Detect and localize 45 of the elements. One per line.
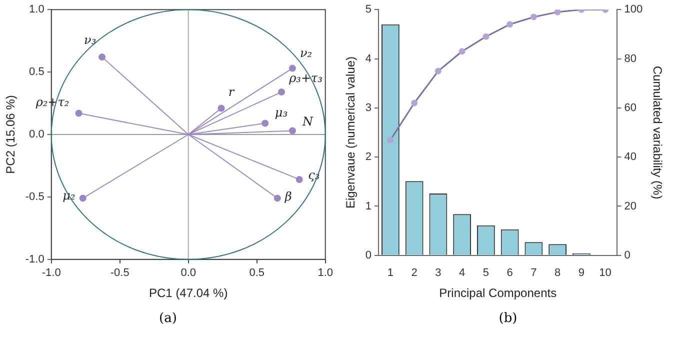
y-tick-label: -0.5	[25, 190, 44, 203]
text: (a)	[158, 311, 178, 326]
y-tick-label: 3	[365, 102, 372, 114]
y-tick-label: 1	[365, 200, 372, 212]
x-tick-label: 9	[578, 267, 584, 280]
y-tick-label: 0	[365, 249, 372, 262]
y-axis-title: PC2 (15.06 %)	[4, 95, 18, 174]
x-tick-label: 4	[459, 267, 466, 280]
y2-tick-label: 100	[624, 4, 643, 16]
annotation: μ₃	[274, 106, 288, 120]
y-tick-label: 1.0	[29, 4, 44, 16]
x-tick-label: 0.0	[180, 267, 196, 280]
y-tick-label: 4	[365, 52, 372, 65]
x-tick-label: -0.5	[110, 267, 130, 280]
y-tick-label: 0.5	[29, 66, 44, 78]
annotation: ν₃	[84, 33, 96, 48]
y-tick-label: 2	[365, 151, 372, 164]
x-tick-label: 2	[411, 267, 418, 280]
y2-tick-label: 0	[624, 249, 630, 262]
annotation: r	[228, 84, 236, 99]
x-tick-label: 0.5	[249, 267, 265, 280]
y-tick-label: 0.0	[29, 128, 44, 141]
x-tick-label: 7	[530, 267, 537, 280]
x-tick-label: 1	[387, 267, 394, 280]
y-axis-title: Eigenvaue (numerical value)	[344, 56, 358, 209]
y2-tick-label: 60	[624, 102, 636, 114]
annotation: N	[301, 114, 314, 128]
y2-tick-label: 20	[624, 200, 636, 212]
y-tick-label: -1.0	[25, 253, 44, 266]
x-tick-label: 5	[482, 267, 490, 280]
x-tick-label: 6	[506, 267, 513, 280]
x-axis-title: Principal Components	[439, 286, 557, 300]
y2-tick-label: 80	[624, 52, 636, 65]
y-tick-label: 5	[365, 4, 372, 16]
text: (b)	[498, 311, 518, 326]
x-axis-title: PC1 (47.04 %)	[149, 286, 228, 300]
x-tick-label: 8	[554, 267, 561, 280]
y2-tick-label: 40	[624, 151, 636, 164]
annotation: ν₂	[300, 46, 312, 60]
annotation: β	[284, 189, 292, 204]
x-tick-label: -1.0	[42, 267, 61, 280]
y2-axis-title: Cumulated variability (%)	[650, 66, 664, 200]
x-tick-label: 3	[435, 267, 442, 280]
x-tick-label: 1.0	[318, 267, 334, 280]
x-tick-label: 10	[599, 267, 612, 280]
